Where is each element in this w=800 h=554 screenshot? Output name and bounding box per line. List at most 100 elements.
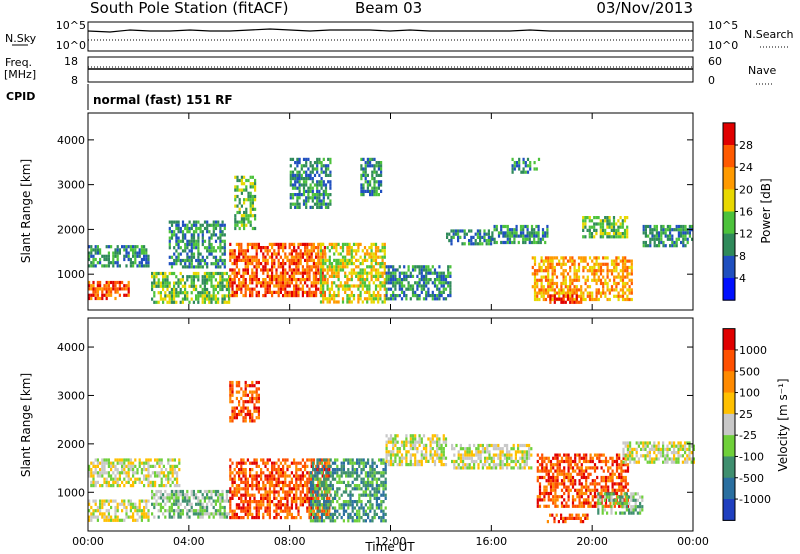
velocity-cell	[169, 471, 172, 475]
power-cell	[235, 262, 238, 266]
power-cell	[257, 290, 260, 294]
power-cell	[359, 278, 362, 282]
power-cell	[110, 287, 113, 291]
power-cell	[310, 249, 313, 253]
power-cell	[300, 173, 303, 177]
power-cell	[470, 229, 473, 233]
power-cell	[181, 275, 184, 279]
velocity-cell	[251, 468, 254, 472]
power-cell	[522, 231, 525, 235]
velocity-cell	[134, 464, 137, 468]
velocity-cell	[385, 459, 388, 463]
velocity-cell	[315, 464, 318, 468]
power-cell	[301, 274, 304, 278]
power-cell	[555, 285, 559, 289]
velocity-cell	[271, 490, 274, 494]
power-cell	[101, 287, 104, 291]
power-cell	[315, 271, 318, 275]
power-cell	[407, 284, 410, 288]
velocity-cell	[238, 506, 241, 510]
velocity-cell	[90, 512, 93, 516]
power-cell	[479, 232, 482, 236]
velocity-cell	[249, 419, 252, 423]
velocity-cell	[170, 509, 173, 513]
power-cell	[511, 231, 514, 235]
power-cell	[273, 262, 276, 266]
power-cell	[282, 274, 285, 278]
velocity-cell	[242, 403, 245, 407]
power-cell	[240, 220, 243, 224]
power-cell	[400, 287, 404, 291]
power-cell	[262, 278, 265, 282]
velocity-cell	[240, 500, 243, 504]
power-cell	[383, 278, 386, 282]
power-cell	[339, 262, 342, 266]
velocity-cell	[229, 496, 232, 500]
power-cell	[533, 272, 537, 276]
power-cell	[626, 294, 629, 298]
power-cell	[547, 285, 550, 289]
power-cell	[297, 284, 300, 288]
power-cell	[357, 271, 360, 275]
power-cell	[190, 255, 193, 259]
power-cell	[341, 249, 345, 253]
power-cell	[214, 271, 217, 276]
power-cell	[260, 284, 263, 288]
date-title: 03/Nov/2013	[596, 0, 693, 17]
power-cell	[249, 198, 252, 202]
power-cell	[229, 294, 232, 298]
velocity-cell	[279, 480, 282, 484]
power-cell	[370, 278, 373, 282]
power-cell	[500, 240, 503, 245]
power-cell	[669, 228, 672, 232]
power-cell	[188, 242, 191, 247]
power-cell	[181, 236, 185, 240]
velocity-cell	[440, 450, 443, 454]
power-cell	[310, 258, 313, 262]
power-cell	[360, 177, 363, 181]
velocity-cell	[380, 503, 383, 507]
velocity-cell	[334, 496, 337, 500]
velocity-cell	[295, 474, 298, 478]
power-cell	[236, 194, 239, 199]
power-cell	[584, 235, 587, 239]
power-cell	[88, 296, 91, 301]
velocity-cell	[427, 437, 430, 441]
power-cell	[249, 201, 252, 205]
power-cell	[208, 230, 211, 234]
power-cell	[168, 291, 171, 295]
power-cell	[409, 284, 412, 288]
power-cell	[219, 246, 222, 250]
power-cell	[337, 262, 340, 266]
power-cell	[628, 288, 631, 292]
power-cell	[306, 255, 309, 259]
velocity-cell	[414, 443, 417, 447]
power-cell	[257, 265, 260, 269]
power-cell	[394, 271, 397, 275]
power-cell	[341, 268, 345, 272]
power-cell	[286, 294, 289, 298]
power-cell	[628, 265, 631, 270]
velocity-cell	[375, 487, 378, 491]
velocity-cell	[371, 471, 374, 475]
velocity-cell	[255, 503, 258, 507]
velocity-cell	[235, 487, 238, 491]
power-cell	[361, 274, 364, 278]
velocity-cell	[266, 509, 269, 513]
velocity-cell	[219, 493, 222, 497]
velocity-cell	[286, 506, 289, 510]
power-cell	[533, 269, 537, 273]
velocity-cell	[253, 461, 256, 465]
power-cell	[493, 237, 496, 241]
power-cell	[329, 183, 332, 187]
power-cell	[436, 271, 439, 275]
power-cell	[306, 274, 309, 278]
velocity-cell	[297, 474, 300, 478]
power-cell	[526, 164, 530, 168]
velocity-cell	[155, 502, 158, 506]
power-cell	[348, 262, 351, 266]
power-cell	[595, 278, 598, 282]
power-cell	[277, 290, 280, 294]
power-cell	[201, 239, 204, 243]
